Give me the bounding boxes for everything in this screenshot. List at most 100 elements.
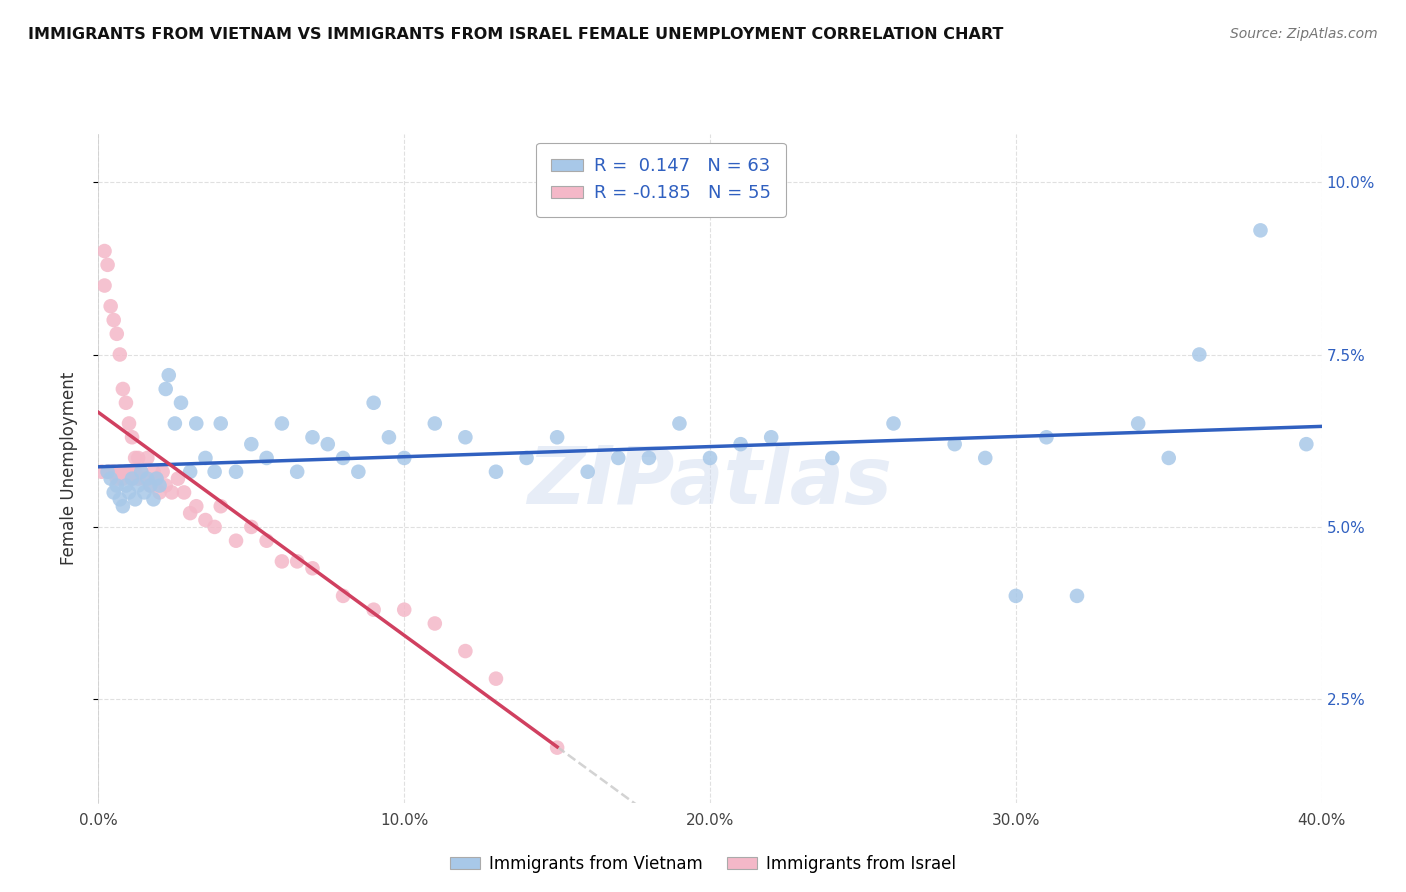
Point [160,485,183,500]
Text: Source: ZipAtlas.com: Source: ZipAtlas.com [1230,27,1378,41]
Point [142,465,165,479]
Point [105,472,128,486]
Point [121,430,143,444]
Point [256,533,278,548]
Point [157,368,180,383]
Point [301,561,323,575]
Point [145,472,167,486]
Point [129,465,152,479]
Point [103,465,125,479]
Point [129,465,152,479]
Point [90,465,112,479]
Point [152,465,174,479]
Point [108,347,131,361]
Legend: R =  0.147   N = 63, R = -0.185   N = 55: R = 0.147 N = 63, R = -0.185 N = 55 [537,143,786,217]
Point [423,616,446,631]
Point [730,437,752,451]
Point [194,513,217,527]
Point [347,465,370,479]
Point [285,554,308,568]
Point [454,644,477,658]
Point [1066,589,1088,603]
Point [100,465,122,479]
Point [194,450,217,465]
Point [170,396,193,410]
Point [204,465,226,479]
Point [485,672,508,686]
Point [209,417,232,431]
Point [256,450,278,465]
Point [332,589,354,603]
Point [142,492,165,507]
Point [103,313,125,327]
Point [118,485,141,500]
Point [118,417,141,431]
Point [145,472,167,486]
Point [225,465,247,479]
Point [149,485,172,500]
Point [121,472,143,486]
Point [134,472,156,486]
Point [115,396,138,410]
Point [1295,437,1317,451]
Point [127,472,149,486]
Point [179,465,201,479]
Point [108,492,131,507]
Point [105,478,128,492]
Point [209,500,232,514]
Point [576,465,599,479]
Point [699,450,721,465]
Point [1004,589,1026,603]
Point [943,437,966,451]
Legend: Immigrants from Vietnam, Immigrants from Israel: Immigrants from Vietnam, Immigrants from… [444,848,962,880]
Point [546,740,568,755]
Point [93,244,115,258]
Point [485,465,508,479]
Point [637,450,661,465]
Point [179,506,201,520]
Point [392,450,416,465]
Point [136,472,159,486]
Point [301,430,323,444]
Point [124,465,146,479]
Point [974,450,997,465]
Point [392,603,416,617]
Point [115,465,138,479]
Point [115,478,138,492]
Point [1157,450,1180,465]
Point [167,472,190,486]
Point [270,417,292,431]
Point [363,603,385,617]
Point [240,437,263,451]
Y-axis label: Female Unemployment: Female Unemployment [59,372,77,565]
Point [163,417,186,431]
Text: IMMIGRANTS FROM VIETNAM VS IMMIGRANTS FROM ISRAEL FEMALE UNEMPLOYMENT CORRELATIO: IMMIGRANTS FROM VIETNAM VS IMMIGRANTS FR… [28,27,1004,42]
Point [103,485,125,500]
Text: ZIPatlas: ZIPatlas [527,442,893,521]
Point [285,465,308,479]
Point [454,430,477,444]
Point [668,417,690,431]
Point [100,472,122,486]
Point [173,485,195,500]
Point [139,478,162,492]
Point [155,478,177,492]
Point [124,492,146,507]
Point [127,450,149,465]
Point [155,382,177,396]
Point [204,520,226,534]
Point [97,465,120,479]
Point [1128,417,1150,431]
Point [316,437,339,451]
Point [186,500,208,514]
Point [1249,223,1271,237]
Point [127,478,149,492]
Point [149,478,172,492]
Point [1035,430,1057,444]
Point [97,258,120,272]
Point [516,450,538,465]
Point [100,299,122,313]
Point [423,417,446,431]
Point [111,472,134,486]
Point [121,472,143,486]
